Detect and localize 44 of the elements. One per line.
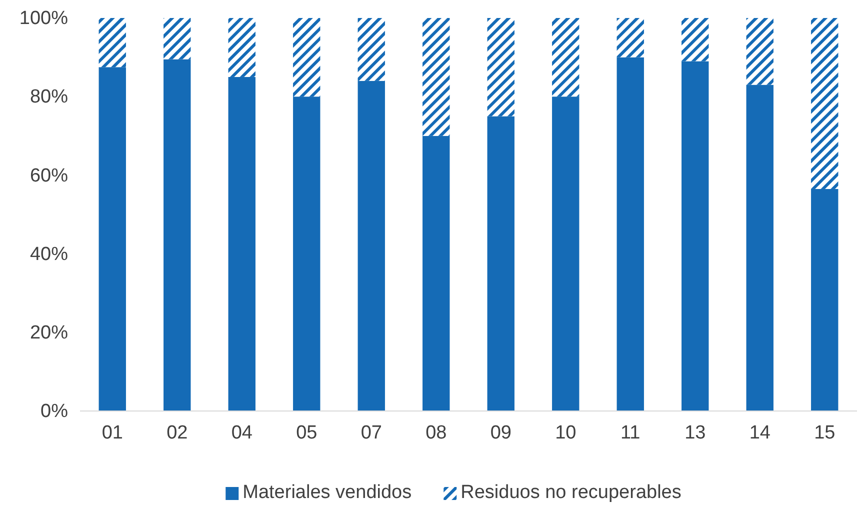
- y-tick-label: 80%: [30, 86, 68, 108]
- bar: [682, 61, 709, 411]
- legend-label: Residuos no recuperables: [460, 482, 682, 503]
- bar: [293, 96, 320, 411]
- bar: [228, 76, 256, 411]
- bar: [98, 18, 126, 68]
- bar: [746, 18, 774, 85]
- bar: [98, 67, 126, 411]
- bar: [616, 18, 644, 58]
- x-tick-label: 07: [360, 422, 382, 444]
- x-tick-label: 13: [684, 422, 706, 444]
- bar: [358, 80, 385, 411]
- bar: [164, 18, 191, 60]
- x-tick-label: 10: [555, 422, 576, 444]
- bar: [358, 18, 385, 81]
- bar: [422, 136, 450, 411]
- legend-label: Materiales vendidos: [242, 482, 412, 503]
- y-tick-label: 20%: [30, 322, 68, 344]
- bar: [746, 84, 774, 411]
- x-tick-label: 04: [231, 422, 253, 444]
- bar: [487, 18, 514, 116]
- bar: [552, 96, 580, 411]
- y-tick-label: 40%: [30, 244, 68, 265]
- x-tick-label: 15: [814, 422, 836, 444]
- x-tick-label: 11: [620, 422, 640, 444]
- bar: [682, 18, 709, 62]
- bar: [811, 18, 838, 189]
- y-tick-label: 60%: [30, 165, 68, 186]
- bar: [552, 18, 580, 97]
- x-tick-label: 02: [166, 422, 188, 444]
- x-tick-label: 05: [296, 422, 318, 444]
- bar: [422, 18, 450, 136]
- bar: [811, 188, 838, 411]
- bar: [228, 18, 256, 77]
- x-tick-label: 09: [490, 422, 512, 444]
- bar: [164, 59, 191, 411]
- x-tick-label: 14: [749, 422, 771, 444]
- bar: [293, 18, 320, 97]
- y-tick-label: 0%: [40, 401, 68, 422]
- y-tick-label: 100%: [19, 8, 68, 30]
- bar: [487, 116, 514, 411]
- bar: [616, 57, 644, 411]
- x-tick-label: 08: [426, 422, 447, 444]
- x-tick-label: 01: [102, 422, 123, 444]
